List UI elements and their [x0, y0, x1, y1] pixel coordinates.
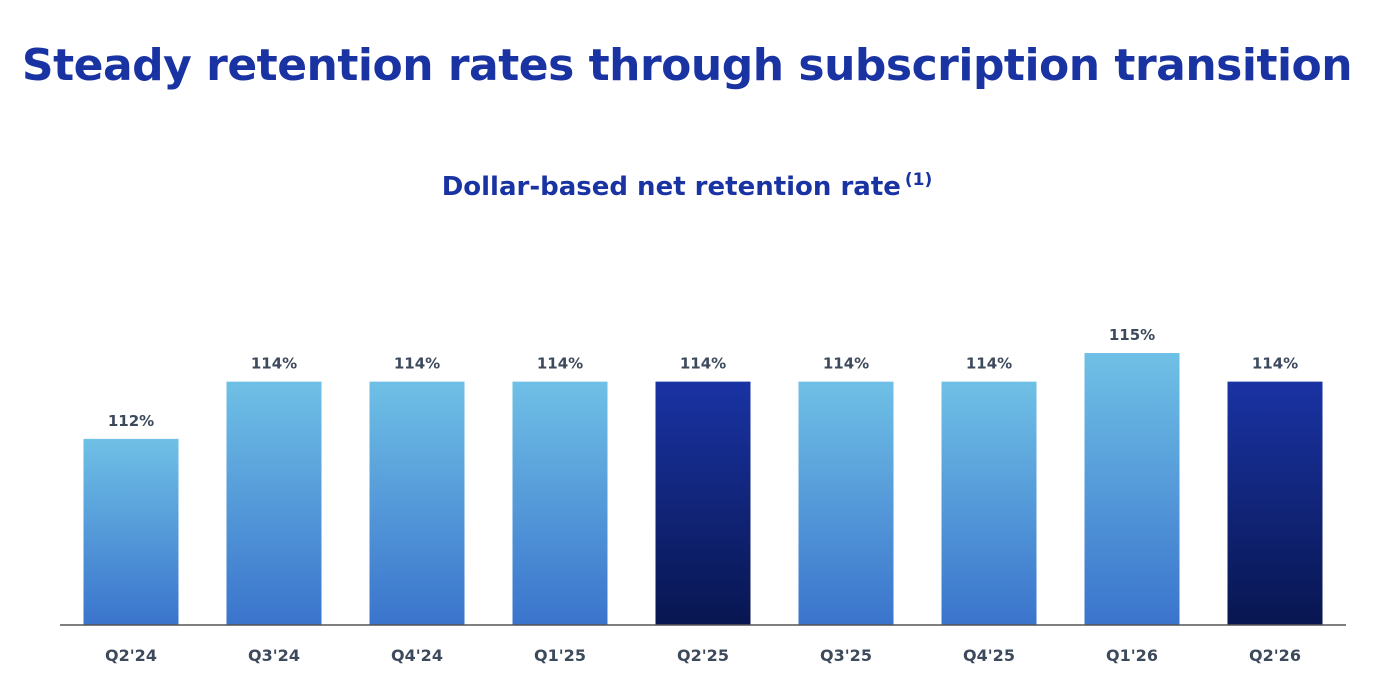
value-label-Q1'25: 114% — [537, 355, 583, 373]
bar-Q2'24 — [83, 438, 179, 625]
value-label-Q2'25: 114% — [680, 355, 726, 373]
bar-Q3'24 — [226, 381, 322, 625]
bar-Q4'25 — [941, 381, 1037, 625]
x-tick-label-Q1'26: Q1'26 — [1106, 646, 1158, 665]
bar-Q3'25 — [798, 381, 894, 625]
chart-title-footnote: (1) — [904, 170, 933, 190]
x-tick-label-Q4'25: Q4'25 — [963, 646, 1015, 665]
value-label-Q1'26: 115% — [1109, 326, 1155, 344]
chart-title: Dollar-based net retention rate (1) — [0, 170, 1374, 202]
x-tick-label-Q2'26: Q2'26 — [1249, 646, 1301, 665]
page-title: Steady retention rates through subscript… — [21, 40, 1353, 91]
bar-Q1'25 — [512, 381, 608, 625]
value-label-Q2'26: 114% — [1252, 355, 1298, 373]
bar-Q4'24 — [369, 381, 465, 625]
x-tick-label-Q2'24: Q2'24 — [105, 646, 157, 665]
value-label-Q4'24: 114% — [394, 355, 440, 373]
x-tick-label-Q2'25: Q2'25 — [677, 646, 729, 665]
bars-group: 112% Q2'24 114% Q3'24 114% Q4'24 114% Q1'25 114%… — [83, 326, 1323, 665]
bar-Q2'25 — [655, 381, 751, 625]
value-label-Q3'24: 114% — [251, 355, 297, 373]
value-label-Q4'25: 114% — [966, 355, 1012, 373]
bar-Q2'26 — [1227, 381, 1323, 625]
chart-title-text: Dollar-based net retention rate — [441, 172, 901, 202]
x-tick-label-Q1'25: Q1'25 — [534, 646, 586, 665]
x-tick-label-Q4'24: Q4'24 — [391, 646, 443, 665]
value-label-Q3'25: 114% — [823, 355, 869, 373]
x-tick-label-Q3'24: Q3'24 — [248, 646, 300, 665]
x-tick-label-Q3'25: Q3'25 — [820, 646, 872, 665]
value-label-Q2'24: 112% — [108, 412, 154, 430]
bar-Q1'26 — [1084, 353, 1180, 625]
